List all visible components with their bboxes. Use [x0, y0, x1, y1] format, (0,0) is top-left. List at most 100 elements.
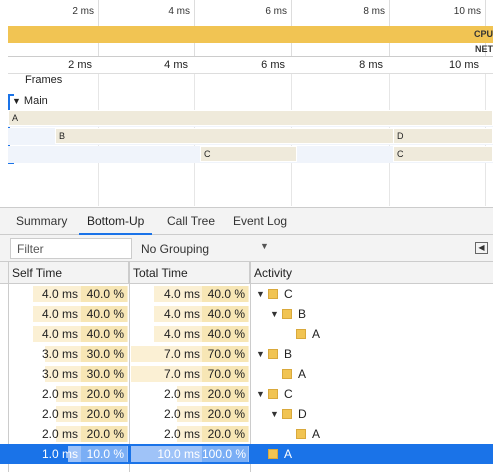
- self-time-percent: 40.0 %: [81, 306, 127, 322]
- self-time-percent: 40.0 %: [81, 326, 127, 342]
- table-row[interactable]: 2.0 ms 20.0 % 2.0 ms 20.0 % ▼ C: [0, 384, 493, 404]
- overview-tick-label: 4 ms: [168, 6, 190, 17]
- table-row[interactable]: 2.0 ms 20.0 % 2.0 ms 20.0 % A: [0, 424, 493, 444]
- activity-color-swatch: [296, 429, 306, 439]
- grouping-select[interactable]: No Grouping: [141, 242, 210, 256]
- activity-color-swatch: [296, 329, 306, 339]
- flame-bar[interactable]: C: [200, 146, 297, 162]
- activity-name: C: [284, 387, 293, 401]
- ruler-tick-label: 2 ms: [68, 59, 92, 71]
- tab-bottom-up[interactable]: Bottom-Up: [79, 208, 153, 235]
- tab-event-log[interactable]: Event Log: [233, 214, 288, 228]
- filter-input[interactable]: [10, 238, 132, 259]
- column-self-time[interactable]: Self Time: [8, 262, 129, 284]
- table-row[interactable]: 4.0 ms 40.0 % 4.0 ms 40.0 % ▼ B: [0, 304, 493, 324]
- main-track-label: Main: [23, 95, 48, 107]
- flame-bar[interactable]: C: [393, 146, 493, 162]
- flame-bar[interactable]: B: [55, 128, 398, 144]
- overview-tick-label: 10 ms: [453, 6, 481, 17]
- expand-triangle-icon[interactable]: ▼: [256, 349, 265, 359]
- activity-color-swatch: [268, 389, 278, 399]
- self-time-value: 1.0 ms: [41, 447, 78, 461]
- flame-bar[interactable]: D: [393, 128, 493, 144]
- total-time-value: 10.0 ms: [157, 447, 200, 461]
- total-time-value: 4.0 ms: [163, 307, 200, 321]
- total-time-percent: 20.0 %: [202, 406, 248, 422]
- total-time-value: 2.0 ms: [163, 407, 200, 421]
- expand-triangle-icon[interactable]: ▼: [256, 289, 265, 299]
- self-time-percent: 30.0 %: [81, 366, 127, 382]
- frames-track-label[interactable]: Frames: [25, 74, 63, 86]
- total-time-value: 2.0 ms: [163, 427, 200, 441]
- details-tabs: Summary Bottom-Up Call Tree Event Log: [0, 207, 493, 235]
- flame-chart[interactable]: Frames ▼ Main A B D C C: [8, 74, 493, 206]
- tab-call-tree[interactable]: Call Tree: [167, 214, 216, 228]
- table-row[interactable]: 4.0 ms 40.0 % 4.0 ms 40.0 % ▼ C: [0, 284, 493, 304]
- self-time-value: 2.0 ms: [41, 427, 78, 441]
- tab-summary[interactable]: Summary: [16, 214, 68, 228]
- expand-triangle-icon[interactable]: ▼: [270, 309, 279, 319]
- overview-tick-label: 8 ms: [363, 6, 385, 17]
- self-time-value: 4.0 ms: [41, 327, 78, 341]
- activity-name: C: [284, 287, 293, 301]
- column-total-time[interactable]: Total Time: [129, 262, 250, 284]
- self-time-percent: 30.0 %: [81, 346, 127, 362]
- expand-triangle-icon[interactable]: ▼: [270, 409, 279, 419]
- cpu-label: CPU: [471, 26, 493, 43]
- self-time-value: 4.0 ms: [41, 287, 78, 301]
- self-time-percent: 20.0 %: [81, 426, 127, 442]
- total-time-value: 2.0 ms: [163, 387, 200, 401]
- dropdown-arrow-icon[interactable]: ▼: [260, 241, 269, 251]
- overview-timeline[interactable]: 2 ms 4 ms 6 ms 8 ms 10 ms CPU NET: [8, 0, 493, 56]
- overview-tick-label: 6 ms: [265, 6, 287, 17]
- total-time-percent: 40.0 %: [202, 286, 248, 302]
- activity-color-swatch: [268, 349, 278, 359]
- column-activity[interactable]: Activity: [254, 266, 293, 280]
- self-time-value: 4.0 ms: [41, 307, 78, 321]
- activity-color-swatch: [268, 449, 278, 459]
- column-divider: [8, 262, 9, 472]
- main-track-header[interactable]: ▼ Main: [12, 95, 48, 107]
- self-time-value: 2.0 ms: [41, 407, 78, 421]
- table-row[interactable]: 3.0 ms 30.0 % 7.0 ms 70.0 % A: [0, 364, 493, 384]
- activity-name: A: [312, 427, 321, 441]
- ruler-tick-label: 10 ms: [449, 59, 479, 71]
- expand-triangle-icon[interactable]: ▼: [256, 389, 265, 399]
- self-time-percent: 10.0 %: [81, 446, 127, 462]
- self-time-percent: 40.0 %: [81, 286, 127, 302]
- total-time-value: 7.0 ms: [163, 367, 200, 381]
- ruler-tick-label: 4 ms: [164, 59, 188, 71]
- total-time-percent: 40.0 %: [202, 306, 248, 322]
- self-time-percent: 20.0 %: [81, 406, 127, 422]
- expand-triangle-icon[interactable]: ▼: [12, 96, 21, 106]
- timeline-ruler: 2 ms 4 ms 6 ms 8 ms 10 ms: [8, 56, 493, 74]
- table-row[interactable]: 3.0 ms 30.0 % 7.0 ms 70.0 % ▼ B: [0, 344, 493, 364]
- total-time-percent: 40.0 %: [202, 326, 248, 342]
- table-header: Self Time Total Time Activity: [0, 262, 493, 284]
- sidebar-toggle-icon[interactable]: ◀: [475, 242, 488, 254]
- total-time-percent: 100.0 %: [202, 446, 248, 462]
- overview-tick-label: 2 ms: [72, 6, 94, 17]
- self-time-percent: 20.0 %: [81, 386, 127, 402]
- total-time-percent: 70.0 %: [202, 366, 248, 382]
- net-label: NET: [475, 44, 493, 54]
- total-time-percent: 70.0 %: [202, 346, 248, 362]
- table-row[interactable]: 2.0 ms 20.0 % 2.0 ms 20.0 % ▼ D: [0, 404, 493, 424]
- details-toolbar: No Grouping ▼ ◀: [0, 235, 493, 262]
- ruler-tick-label: 6 ms: [261, 59, 285, 71]
- total-time-value: 7.0 ms: [163, 347, 200, 361]
- activity-color-swatch: [268, 289, 278, 299]
- table-row[interactable]: 4.0 ms 40.0 % 4.0 ms 40.0 % A: [0, 324, 493, 344]
- activity-color-swatch: [282, 409, 292, 419]
- total-time-percent: 20.0 %: [202, 386, 248, 402]
- cpu-activity-bar: [8, 26, 493, 43]
- activity-name: B: [298, 307, 307, 321]
- column-divider: [129, 262, 130, 472]
- total-time-value: 4.0 ms: [163, 287, 200, 301]
- table-row[interactable]: 1.0 ms 10.0 % 10.0 ms 100.0 % A: [0, 444, 493, 464]
- activity-color-swatch: [282, 309, 292, 319]
- flame-bar[interactable]: A: [8, 110, 493, 126]
- total-time-value: 4.0 ms: [163, 327, 200, 341]
- activity-name: A: [298, 367, 307, 381]
- activity-name: D: [298, 407, 307, 421]
